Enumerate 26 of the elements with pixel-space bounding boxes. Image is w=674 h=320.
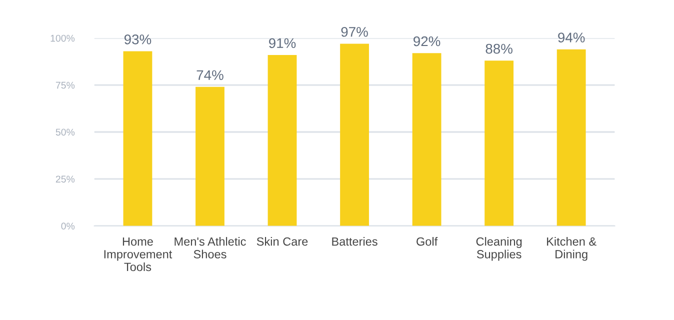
bar xyxy=(340,44,369,226)
x-tick-label: Kitchen & Dining xyxy=(547,237,596,261)
y-tick-label: 75% xyxy=(56,82,75,89)
bar xyxy=(196,86,224,226)
bar xyxy=(412,53,442,226)
x-tick-label: Batteries xyxy=(332,237,378,246)
y-tick-label: 50% xyxy=(56,128,75,136)
bar xyxy=(556,49,586,226)
x-tick-label: Golf xyxy=(416,237,438,246)
data-label: 74% xyxy=(196,70,224,80)
bar xyxy=(268,54,297,226)
x-tick-label: Cleaning Supplies xyxy=(476,237,522,261)
data-label: 88% xyxy=(486,44,512,54)
data-label: 93% xyxy=(124,34,152,44)
data-label: 92% xyxy=(414,36,440,46)
bar xyxy=(123,51,152,226)
y-tick-label: 25% xyxy=(56,176,75,183)
x-tick-label: Skin Care xyxy=(256,237,308,246)
y-tick-label: 100% xyxy=(50,34,75,42)
y-tick-label: 0% xyxy=(61,222,75,230)
data-label: 91% xyxy=(269,38,296,48)
data-label: 97% xyxy=(341,26,368,37)
bar xyxy=(484,60,514,226)
x-tick-label: Home Improvement Tools xyxy=(104,237,172,272)
x-tick-label: Men's Athletic Shoes xyxy=(174,237,246,258)
data-label: 94% xyxy=(558,32,585,42)
